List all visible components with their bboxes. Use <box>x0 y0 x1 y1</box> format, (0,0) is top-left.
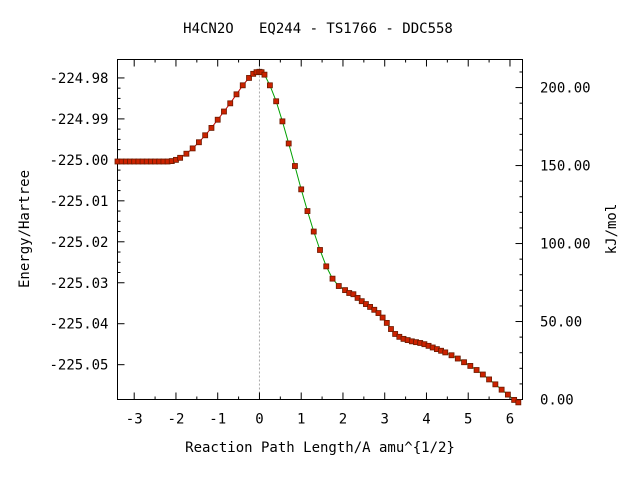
data-point <box>388 326 394 332</box>
plot-frame <box>117 59 523 400</box>
data-point <box>492 381 499 388</box>
x-tick-label: -3 <box>126 412 143 428</box>
x-tick-label: 6 <box>506 412 514 428</box>
x-tick-label: -1 <box>209 412 226 428</box>
data-point <box>202 132 209 139</box>
data-point <box>227 100 234 107</box>
data-point <box>246 75 252 81</box>
data-point <box>221 108 227 115</box>
data-point <box>304 208 311 214</box>
y-tick-label: -225.03 <box>49 276 108 292</box>
y-axis-label: Energy/Hartree <box>17 170 33 288</box>
x-tick-label: 5 <box>464 412 472 428</box>
data-point <box>375 310 382 316</box>
data-point <box>261 71 268 78</box>
x-tick-label: 3 <box>380 412 388 428</box>
data-point <box>479 371 486 378</box>
y-tick-label: -225.00 <box>49 153 108 169</box>
y-tick-label: -225.02 <box>49 235 108 251</box>
data-point <box>323 263 330 270</box>
y2-axis-ticks: 0.00 50.00 100.00 150.00 200.00 <box>515 71 591 409</box>
data-point <box>183 150 190 157</box>
data-point <box>442 349 449 356</box>
data-point <box>461 359 467 366</box>
data-point <box>504 391 511 398</box>
y-tick-label: -225.01 <box>49 194 108 210</box>
x-tick-label: 0 <box>255 412 263 428</box>
chart-title: H4CN2O EQ244 - TS1766 - DDC558 <box>183 21 453 37</box>
data-point <box>298 186 305 193</box>
data-point <box>473 367 480 373</box>
data-point <box>454 355 461 362</box>
data-point <box>486 376 492 383</box>
data-point <box>383 319 390 326</box>
data-point <box>285 140 292 147</box>
x-axis-ticks: -3 -2 -1 0 1 2 3 4 5 6 <box>126 59 514 428</box>
data-point <box>239 82 246 89</box>
data-point <box>379 314 386 321</box>
data-points <box>114 68 522 406</box>
series-line-left <box>117 71 260 162</box>
x-tick-label: 2 <box>339 412 347 428</box>
y-axis-ticks: -224.98 -224.99 -225.00 -225.01 -225.02 -225.… <box>49 71 125 374</box>
data-point <box>208 125 215 131</box>
y2-tick-label: 50.00 <box>540 315 582 331</box>
y-tick-label: -224.98 <box>49 71 108 87</box>
data-point <box>233 91 240 98</box>
x-axis-label: Reaction Path Length/A amu^{1/2} <box>185 440 455 456</box>
data-point <box>266 82 273 89</box>
data-point <box>515 399 522 406</box>
y-tick-label: -225.05 <box>49 358 108 374</box>
x-tick-label: 1 <box>297 412 305 428</box>
x-tick-label: 4 <box>422 412 430 428</box>
series-line-right <box>259 71 519 403</box>
data-point <box>350 291 357 298</box>
data-point <box>448 352 455 359</box>
data-point <box>329 275 336 282</box>
data-point <box>371 306 378 313</box>
y2-tick-label: 150.00 <box>540 159 591 175</box>
y2-tick-label: 200.00 <box>540 81 591 97</box>
y-tick-label: -224.99 <box>49 112 108 128</box>
data-point <box>279 118 286 125</box>
data-point <box>189 145 196 152</box>
y2-axis-label: kJ/mol <box>604 204 620 255</box>
data-point <box>467 363 474 369</box>
data-point <box>177 154 184 161</box>
data-point <box>498 386 505 393</box>
y-tick-label: -225.04 <box>49 317 108 333</box>
data-point <box>354 295 361 301</box>
data-point <box>273 98 280 105</box>
x-tick-label: -2 <box>168 412 185 428</box>
y2-tick-label: 0.00 <box>540 393 574 409</box>
data-point <box>335 283 342 289</box>
data-point <box>214 116 221 123</box>
data-point <box>196 139 202 146</box>
data-point <box>317 247 323 253</box>
y2-tick-label: 100.00 <box>540 237 591 253</box>
data-point <box>310 228 317 235</box>
data-point <box>292 163 298 169</box>
